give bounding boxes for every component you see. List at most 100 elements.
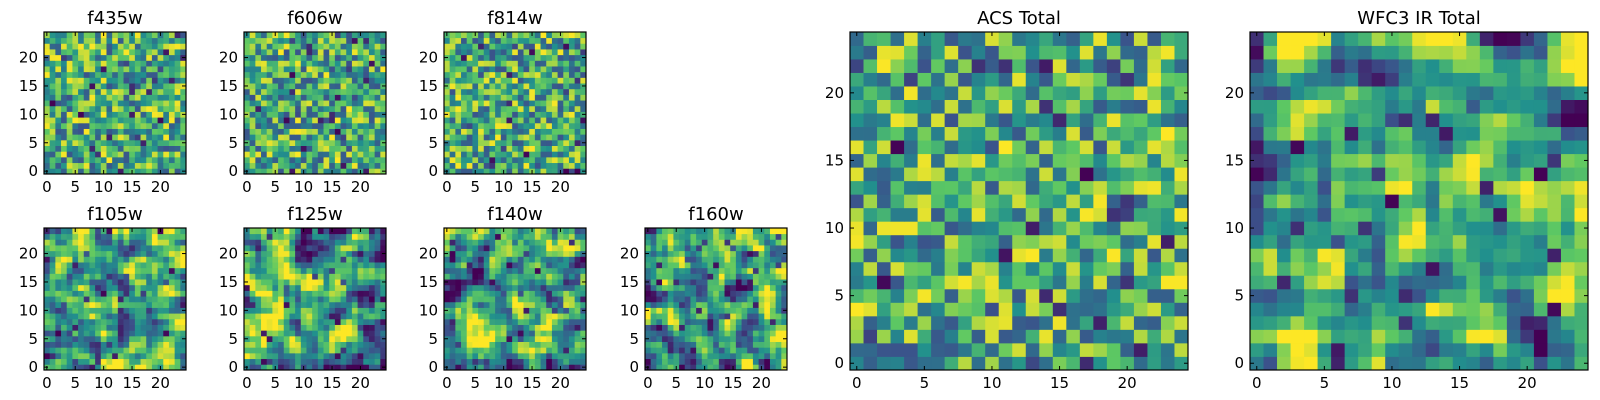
heatmap-cell bbox=[380, 352, 387, 360]
heatmap-cell bbox=[455, 330, 462, 337]
heatmap-cell bbox=[351, 279, 358, 286]
heatmap-cell bbox=[904, 288, 918, 303]
heatmap-cell bbox=[89, 301, 96, 308]
heatmap-cell bbox=[472, 273, 479, 280]
heatmap-cell bbox=[850, 329, 864, 344]
heatmap-cell bbox=[151, 318, 158, 325]
heatmap-cell bbox=[1106, 207, 1121, 222]
heatmap-cell bbox=[61, 54, 68, 61]
heatmap-cell bbox=[1066, 356, 1081, 371]
heatmap-cell bbox=[106, 358, 113, 365]
heatmap-cell bbox=[775, 352, 782, 360]
heatmap-cell bbox=[374, 290, 381, 297]
heatmap-cell bbox=[317, 83, 324, 90]
heatmap-cell bbox=[272, 88, 279, 95]
heatmap-cell bbox=[49, 245, 56, 252]
heatmap-cell bbox=[478, 156, 485, 164]
heatmap-cell bbox=[1066, 167, 1081, 182]
y-tick-label: 10 bbox=[219, 301, 238, 319]
heatmap-cell bbox=[472, 122, 479, 129]
heatmap-cell bbox=[517, 43, 524, 50]
y-tick-label: 5 bbox=[428, 134, 438, 152]
heatmap-cell bbox=[529, 341, 536, 348]
heatmap-cell bbox=[49, 168, 56, 175]
heatmap-cell bbox=[574, 330, 581, 337]
heatmap-cell bbox=[495, 54, 502, 61]
heatmap-cell bbox=[523, 32, 530, 39]
heatmap-cell bbox=[472, 66, 479, 73]
heatmap-cell bbox=[662, 262, 669, 269]
heatmap-cell bbox=[679, 307, 686, 314]
heatmap-cell bbox=[563, 111, 570, 118]
heatmap-cell bbox=[483, 347, 490, 354]
heatmap-cell bbox=[580, 273, 587, 280]
heatmap-cell bbox=[61, 117, 68, 124]
heatmap-cell bbox=[568, 156, 576, 164]
heatmap-cell bbox=[100, 122, 107, 129]
heatmap-cell bbox=[261, 77, 268, 84]
heatmap-cell bbox=[523, 151, 530, 158]
heatmap-cell bbox=[49, 105, 56, 112]
heatmap-cell bbox=[300, 233, 307, 240]
heatmap-cell bbox=[512, 364, 519, 371]
heatmap-cell bbox=[289, 168, 296, 175]
heatmap-cell bbox=[495, 128, 502, 135]
heatmap-cell bbox=[312, 324, 319, 331]
heatmap-cell bbox=[645, 324, 652, 331]
heatmap-cell bbox=[551, 301, 558, 308]
heatmap-cell bbox=[72, 267, 79, 274]
heatmap-cell bbox=[517, 256, 524, 263]
heatmap-cell bbox=[295, 341, 302, 348]
heatmap-cell bbox=[944, 180, 959, 195]
heatmap-cell bbox=[546, 100, 553, 107]
heatmap-cell bbox=[1066, 207, 1081, 222]
heatmap-cell bbox=[483, 43, 490, 50]
heatmap-cell bbox=[764, 364, 771, 371]
heatmap-cell bbox=[506, 111, 513, 118]
heatmap-cell bbox=[551, 273, 558, 280]
heatmap-cell bbox=[707, 341, 714, 348]
heatmap-cell bbox=[1174, 302, 1189, 317]
heatmap-cell bbox=[917, 275, 932, 290]
heatmap-cell bbox=[317, 233, 324, 240]
heatmap-cell bbox=[741, 330, 748, 337]
heatmap-cell bbox=[574, 358, 581, 365]
heatmap-cell bbox=[455, 245, 462, 252]
heatmap-cell bbox=[157, 54, 164, 61]
heatmap-cell bbox=[517, 307, 524, 314]
heatmap-cell bbox=[517, 352, 524, 360]
heatmap-cell bbox=[863, 180, 878, 195]
heatmap-cell bbox=[534, 168, 541, 175]
heatmap-cell bbox=[255, 100, 262, 107]
heatmap-cell bbox=[574, 100, 581, 107]
heatmap-cell bbox=[140, 66, 147, 73]
heatmap-cell bbox=[764, 256, 771, 263]
heatmap-cell bbox=[289, 313, 296, 320]
heatmap-cell bbox=[266, 168, 273, 175]
heatmap-cell bbox=[72, 256, 79, 263]
heatmap-cell bbox=[455, 139, 462, 146]
heatmap-cell bbox=[483, 162, 490, 169]
heatmap-cell bbox=[323, 239, 330, 246]
heatmap-cell bbox=[529, 347, 536, 354]
heatmap-cell bbox=[346, 83, 353, 90]
heatmap-cell bbox=[489, 318, 496, 325]
heatmap-cell bbox=[180, 49, 187, 56]
heatmap-cell bbox=[278, 105, 285, 112]
heatmap-cell bbox=[1093, 261, 1108, 276]
heatmap-cell bbox=[134, 256, 141, 263]
heatmap-cell bbox=[747, 273, 754, 280]
heatmap-cell bbox=[517, 364, 524, 371]
heatmap-cell bbox=[123, 54, 130, 61]
heatmap-cell bbox=[478, 100, 485, 107]
heatmap-cell bbox=[83, 168, 90, 175]
heatmap-cell bbox=[568, 32, 576, 39]
heatmap-cell bbox=[673, 347, 680, 354]
heatmap-cell bbox=[351, 117, 358, 124]
heatmap-cell bbox=[300, 341, 307, 348]
heatmap-cell bbox=[312, 301, 319, 308]
heatmap-cell bbox=[769, 324, 777, 331]
heatmap-cell bbox=[517, 128, 524, 135]
heatmap-cell bbox=[713, 358, 720, 365]
heatmap-cell bbox=[357, 134, 364, 141]
